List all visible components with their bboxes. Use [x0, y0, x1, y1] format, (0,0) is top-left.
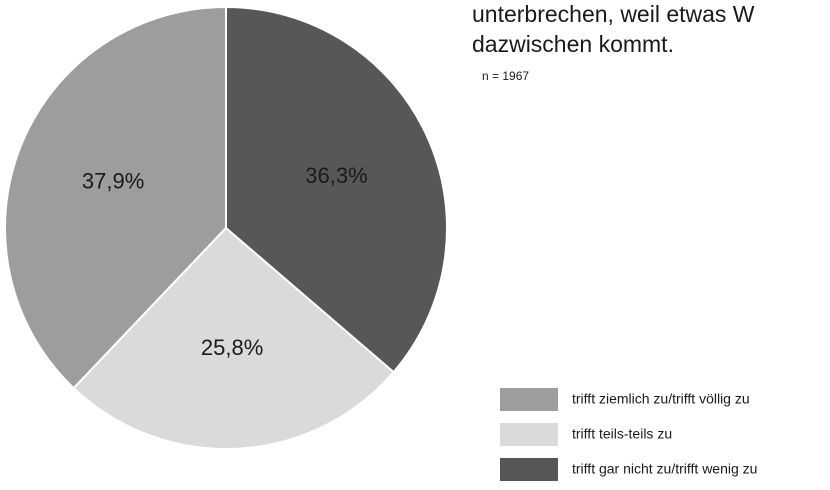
legend-swatch: [500, 423, 558, 446]
pie-slice: [72, 226, 396, 450]
slice-label: 25,8%: [201, 335, 263, 360]
pie-slice: [225, 5, 448, 374]
pie-slice: [4, 5, 227, 390]
legend-label: trifft gar nicht zu/trifft wenig zu: [572, 461, 757, 477]
chart-title-line: dazwischen kommt.: [472, 31, 674, 57]
legend-swatch: [500, 458, 558, 481]
slice-label: 36,3%: [305, 163, 367, 188]
chart-title-line: unterbrechen, weil etwas W: [472, 1, 755, 27]
legend-swatch: [500, 388, 558, 411]
legend-label: trifft ziemlich zu/trifft völlig zu: [572, 391, 750, 407]
legend-label: trifft teils-teils zu: [572, 426, 672, 442]
sample-size: n = 1967: [482, 69, 529, 83]
slice-label: 37,9%: [82, 169, 144, 194]
